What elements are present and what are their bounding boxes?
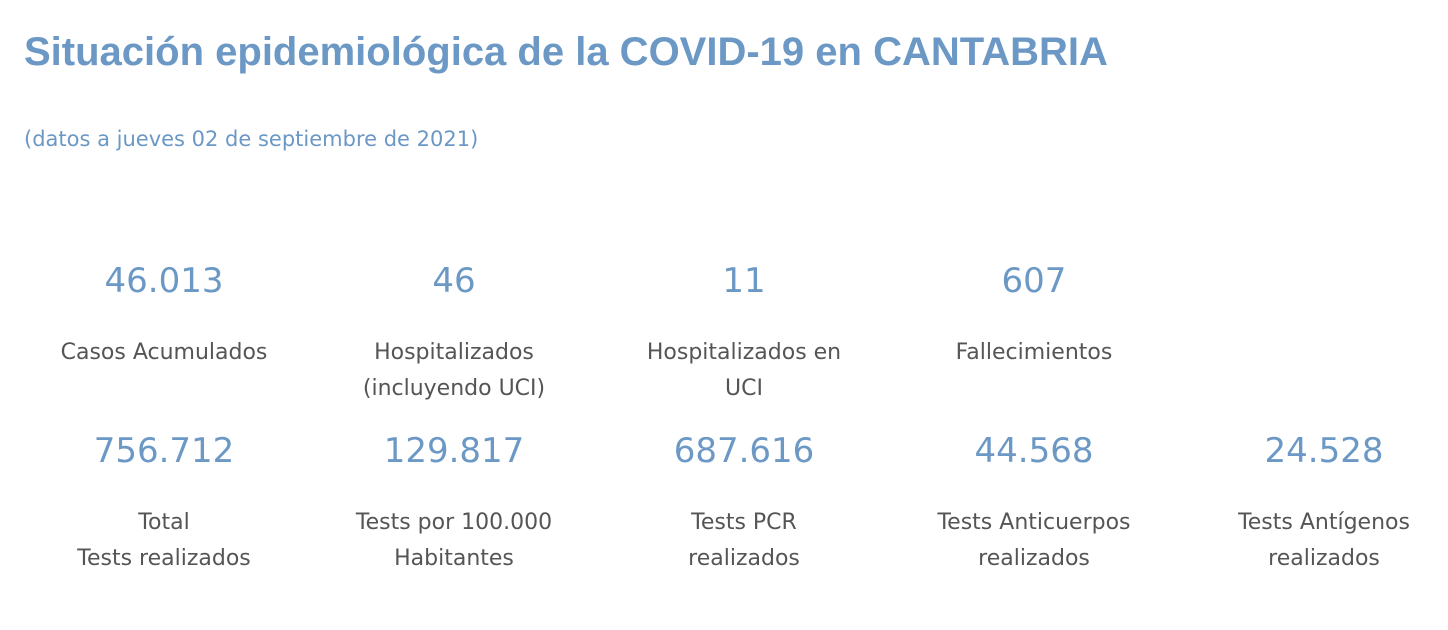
stat-hospitalizados-uci: 11 Hospitalizados en UCI [614,257,874,407]
data-date-subtitle: (datos a jueves 02 de septiembre de 2021… [24,127,479,151]
stat-tests-antigenos: 24.528 Tests Antígenos realizados [1194,427,1448,577]
stat-value: 756.712 [93,431,235,471]
stat-value: 24.528 [1264,431,1384,471]
stat-label: Tests PCR realizados [688,510,800,571]
stat-label: Tests Anticuerpos realizados [937,510,1131,571]
stat-value: 687.616 [673,431,815,471]
stat-label: Hospitalizados en UCI [646,340,842,401]
page-title: Situación epidemiológica de la COVID-19 … [24,30,1108,74]
stat-tests-pcr: 687.616 Tests PCR realizados [614,427,874,577]
stat-value: 607 [1001,261,1067,301]
stat-casos-acumulados: 46.013 Casos Acumulados [34,257,294,371]
stat-value: 46.013 [104,261,224,301]
stat-fallecimientos: 607 Fallecimientos [904,257,1164,371]
stat-tests-per-100k: 129.817 Tests por 100.000 Habitantes [324,427,584,577]
stat-value: 11 [722,261,766,301]
stat-value: 46 [432,261,476,301]
stat-value: 44.568 [974,431,1094,471]
stat-label: Fallecimientos [955,340,1113,365]
stat-label: Tests Antígenos realizados [1238,510,1410,571]
stat-hospitalizados: 46 Hospitalizados (incluyendo UCI) [324,257,584,407]
stat-tests-anticuerpos: 44.568 Tests Anticuerpos realizados [904,427,1164,577]
stat-label: Tests por 100.000 Habitantes [355,510,553,571]
stat-label: Casos Acumulados [60,340,268,365]
stat-label: Hospitalizados (incluyendo UCI) [362,340,546,401]
stat-value: 129.817 [383,431,525,471]
stat-total-tests: 756.712 Total Tests realizados [34,427,294,577]
stat-label: Total Tests realizados [77,510,251,571]
